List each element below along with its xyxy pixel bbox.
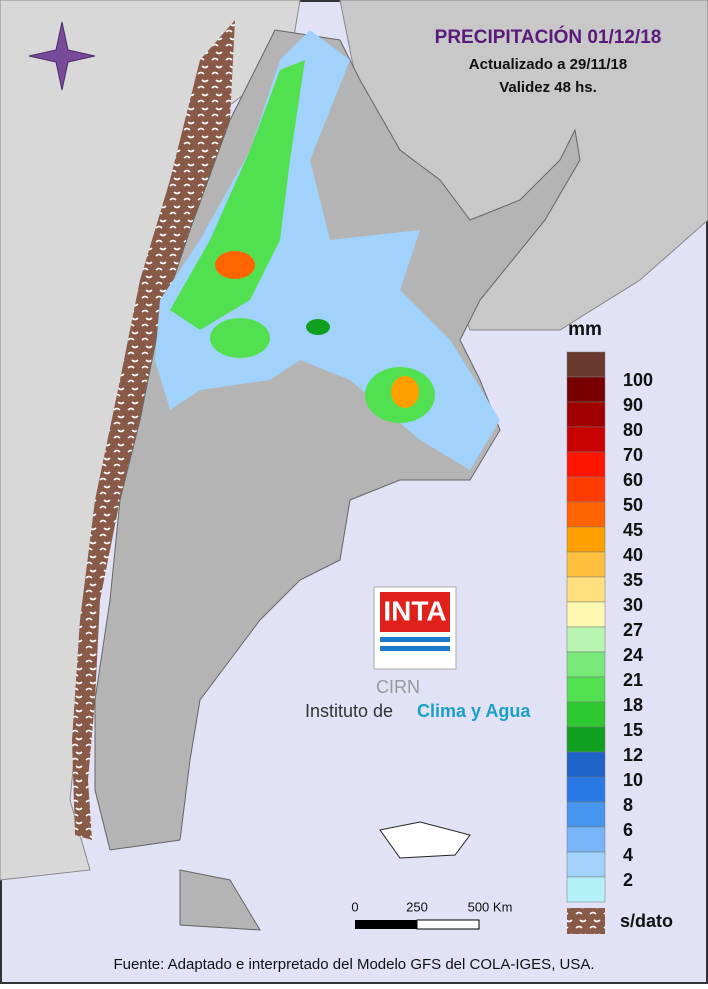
legend-label: 10 [623, 770, 643, 790]
precip-green [210, 318, 270, 358]
legend-label: 18 [623, 695, 643, 715]
legend-label: 60 [623, 470, 643, 490]
legend-swatch [566, 651, 606, 678]
legend-label: 50 [623, 495, 643, 515]
legend-label: 27 [623, 620, 643, 640]
logo-red [380, 592, 450, 632]
legend-swatch [566, 676, 606, 703]
scale-segment [355, 920, 417, 929]
scale-label: 500 Km [468, 899, 513, 914]
legend-swatch [566, 501, 606, 528]
legend-label: 40 [623, 545, 643, 565]
legend-swatch [566, 451, 606, 478]
precip-max [215, 251, 255, 279]
compass-rose [28, 21, 96, 91]
logo-stripe [380, 646, 450, 651]
precip-green [170, 60, 305, 330]
legend-swatch [566, 526, 606, 553]
legend-label: 4 [623, 845, 633, 865]
legend-label: 15 [623, 720, 643, 740]
legend-label: 2 [623, 870, 633, 890]
legend-swatch [566, 776, 606, 803]
tierra-del-fuego [179, 869, 261, 931]
legend-swatch [566, 701, 606, 728]
legend-swatch [566, 351, 606, 378]
legend-label: 6 [623, 820, 633, 840]
logo-stripe [380, 637, 450, 642]
legend-label: 35 [623, 570, 643, 590]
title: PRECIPITACIÓN 01/12/18 [435, 26, 662, 48]
legend-swatch [566, 751, 606, 778]
legend-swatch [566, 476, 606, 503]
legend-swatch [566, 851, 606, 878]
legend-swatch [566, 626, 606, 653]
logo-institute-prefix: Instituto de [305, 701, 393, 721]
scale-segment [416, 919, 480, 930]
legend-swatch [566, 801, 606, 828]
validity: Validez 48 hs. [499, 79, 597, 96]
legend-swatch [566, 876, 606, 903]
no-data-area [72, 20, 235, 840]
legend-label: 8 [623, 795, 633, 815]
legend: mm s/dato 100908070605045403530272421181… [566, 319, 673, 934]
logo-brand: INTA [383, 595, 446, 626]
precip-max [391, 376, 419, 408]
precip-light [155, 30, 500, 470]
legend-label: 45 [623, 520, 643, 540]
legend-label: 30 [623, 595, 643, 615]
legend-label: 12 [623, 745, 643, 765]
legend-swatch [566, 826, 606, 853]
legend-label: 80 [623, 420, 643, 440]
legend-swatch [566, 376, 606, 403]
footer: Fuente: Adaptado e interpretado del Mode… [113, 956, 594, 973]
updated: Actualizado a 29/11/18 [469, 56, 627, 73]
legend-label: 90 [623, 395, 643, 415]
legend-swatch [566, 601, 606, 628]
islands [379, 821, 471, 859]
no-data-label: s/dato [620, 911, 673, 931]
logo-institute-name: Clima y Agua [417, 701, 531, 721]
legend-label: 21 [623, 670, 643, 690]
legend-label: 24 [623, 645, 643, 665]
no-data-swatch [567, 908, 605, 934]
legend-swatch [566, 576, 606, 603]
scale-label: 250 [406, 899, 428, 914]
legend-label: 70 [623, 445, 643, 465]
legend-label: 100 [623, 370, 653, 390]
scale-label: 0 [351, 899, 358, 914]
logo-center: CIRN [376, 677, 420, 697]
legend-swatch [566, 401, 606, 428]
legend-unit: mm [568, 319, 602, 340]
legend-swatch [566, 426, 606, 453]
legend-swatch [566, 726, 606, 753]
legend-swatch [566, 551, 606, 578]
precip-green [306, 319, 330, 335]
